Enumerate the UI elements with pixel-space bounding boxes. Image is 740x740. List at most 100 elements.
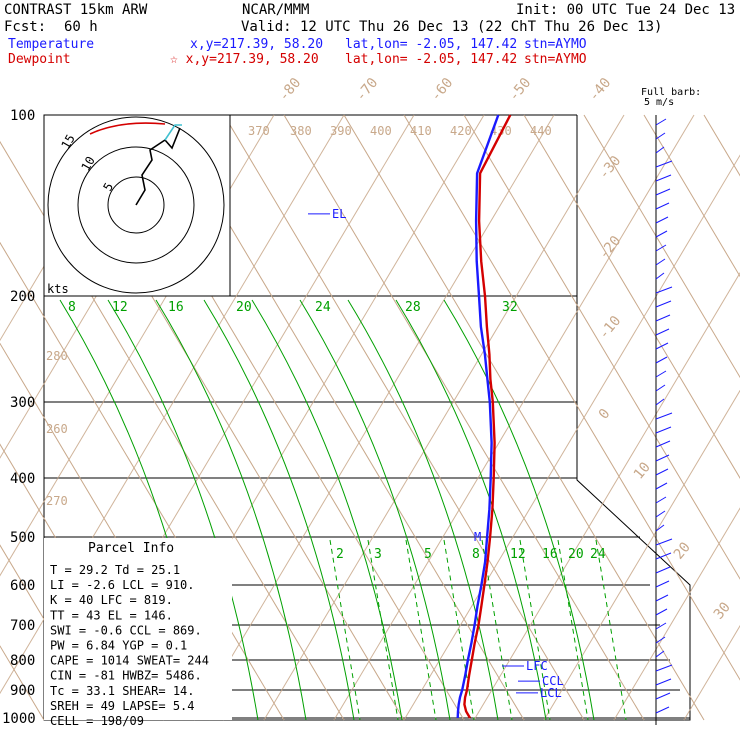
parcel-info-background — [44, 538, 232, 720]
dry-adiabat — [643, 114, 740, 278]
parcel-info-row: LI = -2.6 LCL = 910. — [50, 578, 195, 592]
mixing-ratio-line — [519, 539, 551, 721]
pressure-axis: 100 200 300 400 500 600 700 800 900 1000 — [2, 108, 36, 727]
wind-barb — [655, 258, 666, 266]
wind-barb — [655, 342, 669, 350]
dry-adiabat — [703, 114, 740, 177]
temperature-latlon: lat,lon= -2.05, 147.42 — [345, 37, 517, 52]
wind-barb — [655, 202, 670, 210]
dewpoint-xy: ☆ x,y=217.39, 58.20 — [170, 52, 319, 67]
wind-barb — [655, 692, 671, 700]
dewpoint-stn: stn=AYMO — [524, 52, 587, 67]
isotherm-label-side: -30 — [596, 153, 625, 183]
wind-barb — [655, 188, 671, 196]
parcel-info-panel: Parcel Info T = 29.2 Td = 25.1LI = -2.6 … — [44, 538, 232, 728]
wind-barb — [655, 328, 670, 336]
wind-barb — [655, 300, 672, 308]
theta-label-left: 280 — [46, 349, 68, 363]
wind-barb — [655, 650, 665, 658]
theta-label: 440 — [530, 124, 552, 138]
pressure-label-900: 900 — [10, 683, 35, 699]
isotherm-label-top: -50 — [506, 75, 535, 105]
parcel-info-rows: T = 29.2 Td = 25.1LI = -2.6 LCL = 910.K … — [50, 563, 209, 728]
header-title: CONTRAST 15km ARW — [4, 2, 148, 18]
mixing-ratio-label: 12 — [112, 300, 128, 315]
parcel-info-row: CELL = 198/09 — [50, 714, 144, 728]
theta-label: 400 — [370, 124, 392, 138]
moist-adiabat — [443, 299, 595, 721]
parcel-info-row: SREH = 49 LAPSE= 5.4 — [50, 699, 195, 713]
wind-barb — [655, 552, 672, 560]
mixing-ratio-line — [443, 539, 475, 721]
parcel-info-row: PW = 6.84 YGP = 0.1 — [50, 639, 187, 653]
parcel-info-title: Parcel Info — [88, 541, 174, 556]
isotherm — [263, 114, 625, 721]
pressure-label-300: 300 — [10, 395, 35, 411]
wind-barb — [655, 426, 672, 434]
wind-barb — [655, 132, 666, 140]
wind-barb — [655, 664, 673, 672]
isotherm — [543, 389, 740, 721]
wind-barb — [655, 622, 667, 630]
isotherm-label-side: 20 — [671, 539, 694, 562]
dry-adiabat — [583, 114, 740, 379]
wind-barb — [655, 496, 667, 504]
moist-adiabat — [155, 299, 307, 721]
pressure-label-100: 100 — [10, 108, 35, 124]
header-model: NCAR/MMM — [242, 2, 309, 18]
mixing-ratio-line — [367, 539, 399, 721]
isotherm-label-side: -10 — [596, 313, 625, 343]
theta-label-left: 270 — [46, 494, 68, 508]
mixing-ratio-label-lower: 24 — [590, 547, 606, 562]
wind-barb — [655, 412, 673, 420]
mixing-ratio-label-lower: 2 — [336, 547, 344, 562]
mixing-ratio-label: 20 — [236, 300, 252, 315]
hodograph-ring-15 — [47, 116, 225, 294]
level-label-M: M — [474, 530, 481, 544]
isotherm-label-top: -70 — [353, 75, 382, 105]
pressure-label-700: 700 — [10, 618, 35, 634]
wind-barb — [655, 594, 669, 602]
mixing-ratio-label: 28 — [405, 300, 421, 315]
wind-barb-column: Full barb: 5 m/s — [641, 87, 701, 725]
pressure-label-400: 400 — [10, 471, 35, 487]
wind-barb — [655, 174, 672, 182]
mixing-ratio-label-lower: 5 — [424, 547, 432, 562]
dry-adiabat — [523, 114, 740, 479]
moist-adiabat — [347, 299, 499, 721]
moist-adiabat — [251, 299, 403, 721]
wind-barb — [655, 468, 669, 476]
mixing-ratio-label-lower: 8 — [472, 547, 480, 562]
wind-barb — [655, 370, 667, 378]
wind-barb — [655, 454, 670, 462]
pressure-label-800: 800 — [10, 653, 35, 669]
parcel-info-row: TT = 43 EL = 146. — [50, 608, 173, 622]
hodograph-ring-5 — [107, 176, 165, 234]
level-label-EL: EL — [332, 207, 346, 221]
wind-barb — [655, 538, 673, 546]
wind-barb — [655, 118, 667, 126]
pressure-label-200: 200 — [10, 289, 35, 305]
isotherm — [403, 154, 740, 721]
hodograph: 5 10 15 kts — [43, 114, 231, 297]
wind-barb — [655, 314, 671, 322]
temperature-legend: Temperature — [8, 37, 94, 52]
wind-barb — [655, 566, 671, 574]
mixing-ratio-label: 24 — [315, 300, 331, 315]
mixing-ratio-label-lower: 20 — [568, 547, 584, 562]
wind-barb — [655, 636, 666, 644]
dewpoint-legend: Dewpoint — [8, 52, 71, 67]
moist-adiabat — [395, 299, 547, 721]
isotherm-label-top: -40 — [586, 75, 615, 105]
dry-adiabat — [343, 114, 705, 721]
header-valid: Valid: 12 UTC Thu 26 Dec 13 (22 ChT Thu … — [241, 19, 662, 35]
mixing-ratio-line — [329, 539, 361, 721]
hodograph-red-arc — [89, 122, 166, 135]
wind-barb — [655, 216, 669, 224]
temperature-xy: x,y=217.39, 58.20 — [190, 37, 323, 52]
wind-barb — [655, 482, 668, 490]
hodograph-ring-10 — [77, 146, 195, 264]
mixing-ratio-label: 16 — [168, 300, 184, 315]
header-init: Init: 00 UTC Tue 24 Dec 13 — [516, 2, 735, 18]
